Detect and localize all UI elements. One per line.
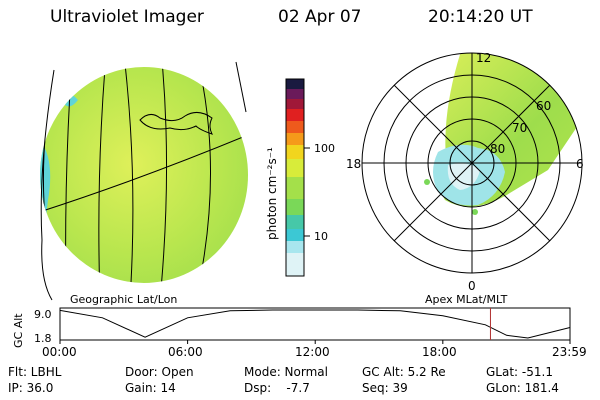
mlt-label-12: 12 (476, 51, 491, 65)
xtick-label-2359: 23:59 (552, 345, 587, 359)
geo-image (40, 61, 248, 301)
polar-caption: Apex MLat/MLT (425, 293, 508, 306)
altitude-series-line (59, 309, 571, 339)
mlt-label-6: 6 (576, 157, 584, 171)
xtick-label-0000: 00:00 (42, 345, 77, 359)
colorbar-unit-label: photon cm⁻²s⁻¹ (265, 147, 279, 240)
altitude-chart-frame (59, 307, 571, 341)
glat-status: GLat: -51.1 (486, 365, 553, 379)
color-bar (285, 78, 310, 277)
image-date: 02 Apr 07 (278, 7, 362, 27)
gc-alt-status: GC Alt: 5.2 Re (362, 365, 446, 379)
colorbar-tick-label-10: 10 (314, 230, 328, 243)
meridian (197, 69, 212, 283)
mode-status: Mode: Normal (244, 365, 328, 379)
app-title: Ultraviolet Imager (50, 7, 204, 27)
lat-label-70: 70 (512, 121, 527, 135)
aurora-spot (424, 179, 430, 185)
earth-disk (40, 67, 248, 283)
colorbar-tick-label-100: 100 (314, 142, 335, 155)
door-status: Door: Open (125, 365, 194, 379)
color-bar-frame (285, 78, 305, 277)
altitude-axis-label: GC Alt (12, 313, 25, 348)
xtick-label-0600: 06:00 (168, 345, 203, 359)
gain-status: Gain: 14 (125, 381, 176, 395)
lat-label-60: 60 (536, 99, 551, 113)
image-time: 20:14:20 UT (428, 7, 533, 27)
polar-plot: 12 18 6 0 60 70 80 (346, 51, 584, 293)
meridian (123, 67, 134, 283)
ip-status: IP: 36.0 (8, 381, 54, 395)
aurora-spot (472, 209, 478, 215)
altitude-chart: GC Alt 9.0 1.8 (12, 307, 571, 348)
ytick-label-min: 1.8 (34, 332, 52, 345)
seq-status: Seq: 39 (362, 381, 408, 395)
lat-label-80: 80 (490, 142, 505, 156)
polar-axis-diagonal (393, 84, 551, 242)
coastline-outside (40, 69, 55, 301)
meridian (98, 67, 107, 283)
filter-status: Flt: LBHL (8, 365, 62, 379)
coastline (139, 112, 213, 135)
geo-caption: Geographic Lat/Lon (70, 293, 177, 306)
xtick-label-1800: 18:00 (422, 345, 457, 359)
parallel (40, 129, 248, 216)
ytick-label-max: 9.0 (34, 308, 52, 321)
meridian-tick (235, 61, 247, 113)
dsp-status: Dsp: -7.7 (244, 381, 310, 395)
glon-status: GLon: 181.4 (486, 381, 559, 395)
mlt-label-0: 0 (468, 279, 476, 293)
meridian (159, 67, 168, 283)
xtick-label-1200: 12:00 (295, 345, 330, 359)
mlt-label-18: 18 (346, 157, 361, 171)
